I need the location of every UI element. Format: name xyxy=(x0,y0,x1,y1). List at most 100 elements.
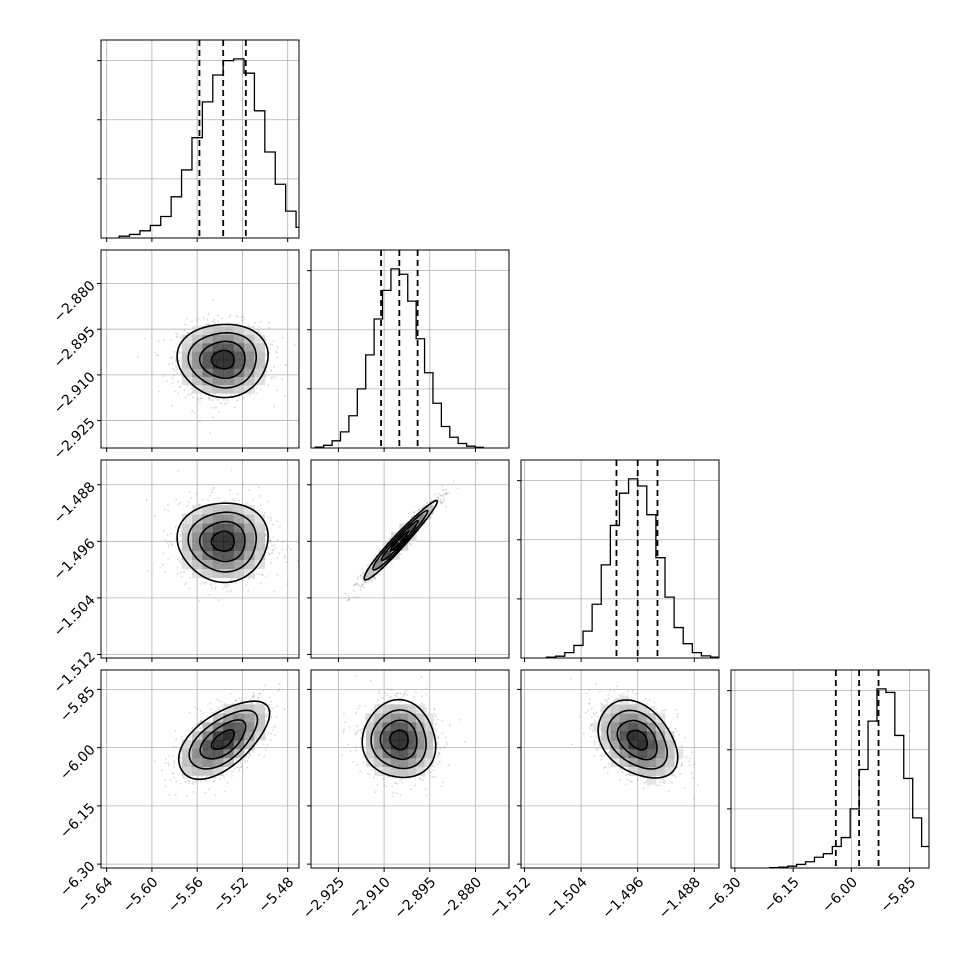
scatter-point xyxy=(241,319,244,322)
scatter-point xyxy=(173,760,176,763)
density-cell xyxy=(202,376,214,386)
density-cell xyxy=(202,326,214,336)
scatter-point xyxy=(263,511,266,514)
scatter-point xyxy=(283,708,286,711)
scatter-point xyxy=(214,587,217,590)
scatter-point xyxy=(442,501,445,504)
scatter-point xyxy=(212,779,215,782)
scatter-point xyxy=(223,790,226,793)
scatter-point xyxy=(296,560,299,563)
scatter-point xyxy=(195,492,198,495)
scatter-point xyxy=(207,397,210,400)
scatter-point xyxy=(243,759,246,762)
scatter-point xyxy=(272,548,275,551)
scatter-point xyxy=(194,706,197,709)
scatter-point xyxy=(269,540,272,543)
density-cell xyxy=(233,523,245,533)
density-cell xyxy=(390,541,400,551)
scatter-point xyxy=(284,364,287,367)
scatter-point xyxy=(270,376,273,379)
scatter-point xyxy=(161,769,164,772)
panel-content xyxy=(101,460,299,658)
scatter-point xyxy=(164,779,167,782)
scatter-point xyxy=(212,298,215,301)
scatter-point xyxy=(238,696,241,699)
density-cell xyxy=(254,514,266,524)
scatter-point xyxy=(255,572,258,575)
scatter-point xyxy=(270,377,273,380)
density-cell xyxy=(233,334,245,344)
density-cell xyxy=(254,342,266,352)
density-cell xyxy=(192,505,204,515)
scatter-point xyxy=(445,492,448,495)
scatter-point xyxy=(176,371,179,374)
scatter-point xyxy=(198,599,201,602)
scatter-point xyxy=(281,336,284,339)
scatter-point xyxy=(445,493,448,496)
scatter-point xyxy=(217,410,220,413)
scatter-point xyxy=(235,399,238,402)
density-cell xyxy=(223,532,235,542)
scatter-point xyxy=(264,354,267,357)
scatter-point xyxy=(178,351,181,354)
scatter-point xyxy=(173,369,176,372)
scatter-point xyxy=(197,503,200,506)
scatter-point xyxy=(439,494,442,497)
scatter-point xyxy=(360,585,363,588)
scatter-point xyxy=(156,354,159,357)
scatter-point xyxy=(344,592,347,595)
scatter-point xyxy=(284,363,287,366)
scatter-point xyxy=(230,394,233,397)
scatter-point xyxy=(210,708,213,711)
scatter-point xyxy=(270,709,273,712)
density-cell xyxy=(192,376,204,386)
scatter-point xyxy=(360,577,363,580)
scatter-point xyxy=(238,769,241,772)
scatter-point xyxy=(251,749,254,752)
density-cell xyxy=(212,514,224,524)
scatter-point xyxy=(241,482,244,485)
scatter-point xyxy=(267,384,270,387)
scatter-point xyxy=(205,323,208,326)
scatter-point xyxy=(359,574,362,577)
panel-2-0: −1.512−1.504−1.496−1.488 xyxy=(51,459,300,697)
scatter-point xyxy=(200,780,203,783)
scatter-point xyxy=(212,486,215,489)
density-cell xyxy=(181,359,193,369)
scatter-point xyxy=(211,399,214,402)
scatter-point xyxy=(176,557,179,560)
scatter-point xyxy=(354,596,357,599)
scatter-point xyxy=(137,355,140,358)
scatter-point xyxy=(207,323,210,326)
scatter-point xyxy=(353,584,356,587)
scatter-point xyxy=(233,499,236,502)
density-cell xyxy=(192,342,204,352)
density-cell xyxy=(181,532,193,542)
scatter-point xyxy=(207,312,210,315)
density-cell xyxy=(233,559,245,569)
scatter-point xyxy=(281,548,284,551)
scatter-point xyxy=(236,493,239,496)
scatter-point xyxy=(243,318,246,321)
scatter-point xyxy=(179,371,182,374)
scatter-point xyxy=(199,397,202,400)
density-cell xyxy=(233,351,245,361)
scatter-point xyxy=(187,501,190,504)
density-cell xyxy=(243,342,255,352)
contour-line xyxy=(187,511,258,573)
scatter-point xyxy=(261,573,264,576)
scatter-point xyxy=(272,340,275,343)
panel-content xyxy=(101,670,299,868)
density-cell xyxy=(223,514,235,524)
scatter-point xyxy=(188,490,191,493)
scatter-point xyxy=(258,325,261,328)
scatter-point xyxy=(226,782,229,785)
scatter-point xyxy=(439,494,442,497)
scatter-point xyxy=(170,339,173,342)
scatter-point xyxy=(167,543,170,546)
scatter-point xyxy=(162,563,165,566)
scatter-point xyxy=(361,583,364,586)
scatter-point xyxy=(177,469,180,472)
scatter-point xyxy=(264,375,267,378)
